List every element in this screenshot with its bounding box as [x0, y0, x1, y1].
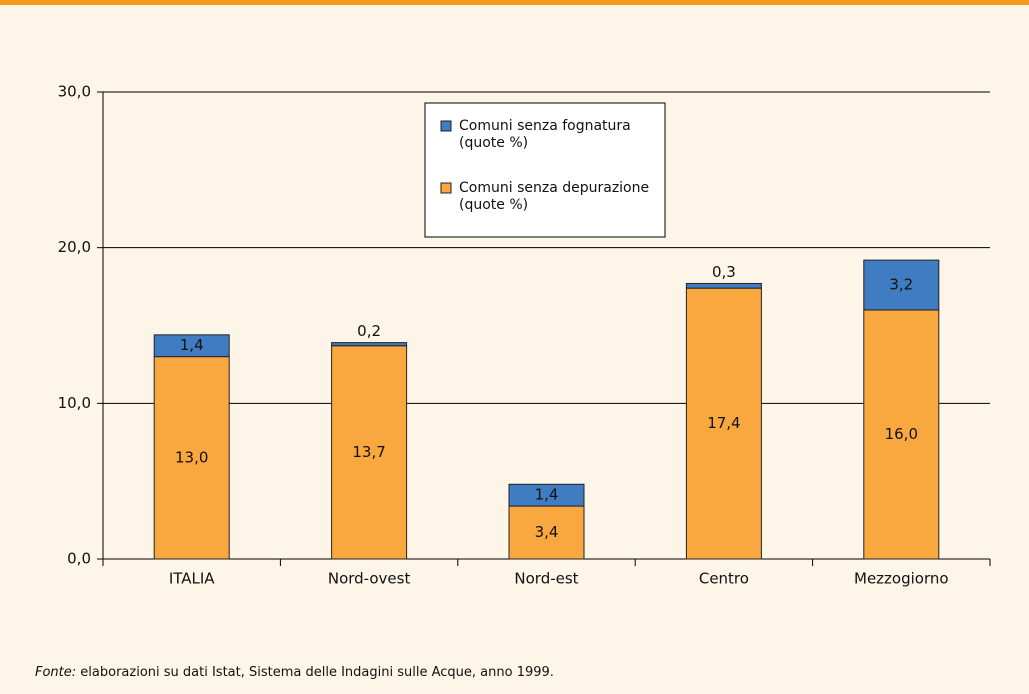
top-bar: [0, 0, 1029, 5]
bar-segment: [508, 505, 585, 560]
bar-segment: [331, 345, 408, 560]
legend-swatch: [440, 182, 452, 194]
bar-segment: [863, 309, 940, 560]
x-tick-label: Nord-ovest: [328, 570, 411, 588]
footnote: Fonte: elaborazioni su dati Istat, Siste…: [35, 665, 554, 680]
footnote-label: Fonte:: [35, 665, 77, 680]
y-tick-label: 10,0: [58, 394, 91, 412]
legend-label: Comuni senza depurazione (quote %): [459, 180, 650, 213]
value-label: 17,4: [707, 414, 740, 432]
y-tick-label: 20,0: [58, 238, 91, 256]
bar-segment: [153, 334, 230, 358]
value-label: 3,2: [889, 276, 913, 294]
value-label: 0,2: [357, 322, 381, 340]
y-tick-label: 0,0: [67, 550, 91, 568]
bar-segment: [153, 356, 230, 560]
legend-label: Comuni senza fognatura (quote %): [459, 118, 631, 151]
y-tick-label: 30,0: [58, 83, 91, 101]
value-label: 1,4: [535, 486, 559, 504]
value-label: 0,3: [712, 263, 736, 281]
x-tick-label: ITALIA: [169, 570, 215, 588]
bar-segment: [685, 287, 762, 560]
legend-box: [424, 102, 666, 238]
footnote-text: elaborazioni su dati Istat, Sistema dell…: [80, 665, 554, 680]
bar-segment: [863, 259, 940, 311]
legend-swatch: [440, 120, 452, 132]
bar-segment: [685, 282, 762, 289]
bar-segment: [331, 342, 408, 347]
bar-segment: [508, 483, 585, 507]
x-tick-label: Nord-est: [514, 570, 578, 588]
value-label: 13,7: [352, 443, 385, 461]
value-label: 3,4: [535, 523, 559, 541]
x-tick-label: Centro: [699, 570, 749, 588]
x-tick-label: Mezzogiorno: [854, 570, 949, 588]
value-label: 16,0: [885, 425, 918, 443]
value-label: 1,4: [180, 336, 204, 354]
value-label: 13,0: [175, 448, 208, 466]
